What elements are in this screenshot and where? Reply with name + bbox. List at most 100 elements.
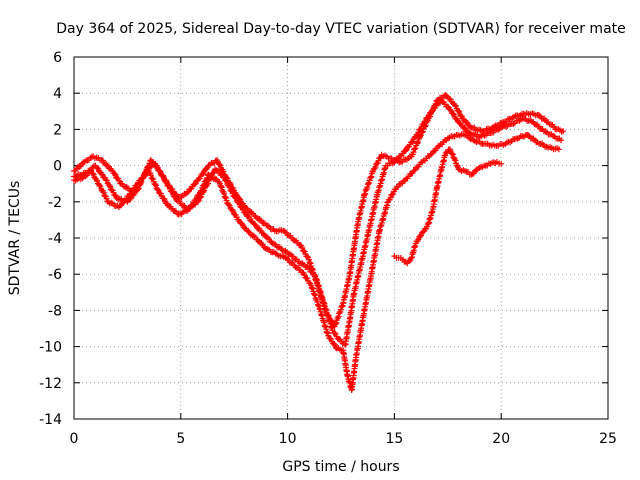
data-point-trace-c [239, 221, 246, 228]
y-tick-label: 2 [53, 122, 62, 138]
y-axis-label: SDTVAR / TECUs [7, 181, 23, 296]
data-point-trace-c [245, 228, 252, 235]
data-point-trace-a [191, 181, 198, 188]
data-point-trace-b [163, 179, 170, 186]
data-point-trace-c [100, 189, 107, 196]
data-point-trace-b [245, 213, 252, 220]
data-point-trace-a [192, 180, 199, 187]
y-tick-label: -4 [48, 231, 62, 247]
data-point-trace-c [127, 190, 134, 197]
data-point-trace-b [95, 165, 102, 172]
x-tick-label: 15 [385, 431, 403, 447]
data-point-trace-a [253, 214, 260, 221]
data-point-trace-c [427, 151, 434, 158]
data-point-trace-c [525, 131, 532, 138]
data-point-trace-c [154, 186, 161, 193]
y-tick-label: 6 [53, 50, 62, 66]
data-point-trace-c [218, 183, 225, 190]
data-point-trace-d [469, 170, 476, 177]
data-point-trace-b [421, 119, 428, 126]
data-point-trace-b [222, 177, 229, 184]
data-point-trace-c [330, 340, 337, 347]
data-point-trace-a [377, 154, 384, 161]
data-point-trace-a [245, 208, 252, 215]
data-point-trace-c [89, 170, 96, 177]
data-point-trace-c [96, 182, 103, 189]
data-point-trace-b [160, 173, 167, 180]
y-tick-label: -2 [48, 195, 62, 211]
y-tick-label: -6 [48, 267, 62, 283]
data-point-trace-c [221, 190, 228, 197]
data-point-trace-a [200, 169, 207, 176]
data-point-trace-a [415, 138, 422, 145]
data-point-trace-c [198, 187, 205, 194]
data-point-trace-b [103, 177, 110, 184]
data-point-trace-a [112, 171, 119, 178]
data-point-trace-b [135, 186, 142, 193]
data-point-trace-a [216, 161, 223, 168]
data-point-trace-c [126, 191, 133, 198]
data-point-trace-d [452, 157, 459, 164]
grid-lines [74, 57, 608, 419]
data-point-trace-a [199, 170, 206, 177]
data-marks [71, 92, 567, 394]
data-point-trace-a [560, 128, 567, 135]
data-point-trace-a [304, 253, 311, 260]
data-point-trace-c [212, 175, 219, 182]
data-point-trace-c [218, 184, 225, 191]
data-point-trace-a [452, 102, 459, 109]
data-point-trace-a [464, 119, 471, 126]
data-point-trace-c [155, 187, 162, 194]
data-point-trace-b [449, 110, 456, 117]
data-point-trace-b [311, 271, 318, 278]
data-point-trace-a [123, 183, 130, 190]
data-point-trace-b [461, 124, 468, 131]
data-point-trace-d [451, 156, 458, 163]
data-point-trace-a [411, 145, 418, 152]
data-point-trace-b [446, 106, 453, 113]
data-point-trace-b [232, 195, 239, 202]
data-point-trace-a [256, 215, 263, 222]
data-point-trace-c [238, 220, 245, 227]
data-point-trace-a [463, 119, 470, 126]
data-point-trace-b [531, 120, 538, 127]
data-point-trace-c [201, 181, 208, 188]
data-point-trace-b [427, 109, 434, 116]
data-point-trace-d [406, 258, 413, 265]
data-point-trace-c [230, 208, 237, 215]
data-point-trace-c [226, 202, 233, 209]
data-point-trace-d [417, 233, 424, 240]
data-point-trace-b [107, 183, 114, 190]
x-tick-label: 0 [70, 431, 79, 447]
data-point-trace-a [452, 103, 459, 110]
data-point-trace-c [97, 183, 104, 190]
data-point-trace-a [76, 163, 83, 170]
data-point-trace-b [236, 200, 243, 207]
data-point-trace-a [414, 140, 421, 147]
data-point-trace-c [192, 197, 199, 204]
y-tick-label: 4 [53, 86, 62, 102]
y-tick-label: -10 [39, 340, 62, 356]
data-point-trace-a [217, 162, 224, 169]
data-point-trace-d [498, 160, 505, 167]
data-point-trace-b [223, 178, 230, 185]
data-point-trace-c [147, 172, 154, 179]
data-point-trace-c [90, 171, 97, 178]
data-point-trace-c [200, 182, 207, 189]
data-point-trace-b [417, 126, 424, 133]
data-point-trace-a [442, 92, 449, 99]
data-point-trace-b [94, 164, 101, 171]
data-point-trace-d [418, 232, 425, 239]
data-point-trace-d [454, 162, 461, 169]
data-point-trace-b [417, 125, 424, 132]
data-point-trace-b [403, 147, 410, 154]
data-point-trace-b [450, 111, 457, 118]
data-point-trace-d [415, 236, 422, 243]
y-tick-label: -12 [39, 376, 62, 392]
data-point-trace-a [455, 107, 462, 114]
data-point-trace-c [221, 193, 228, 200]
data-point-trace-b [169, 189, 176, 196]
x-tick-label: 5 [176, 431, 185, 447]
data-point-trace-c [555, 146, 562, 153]
